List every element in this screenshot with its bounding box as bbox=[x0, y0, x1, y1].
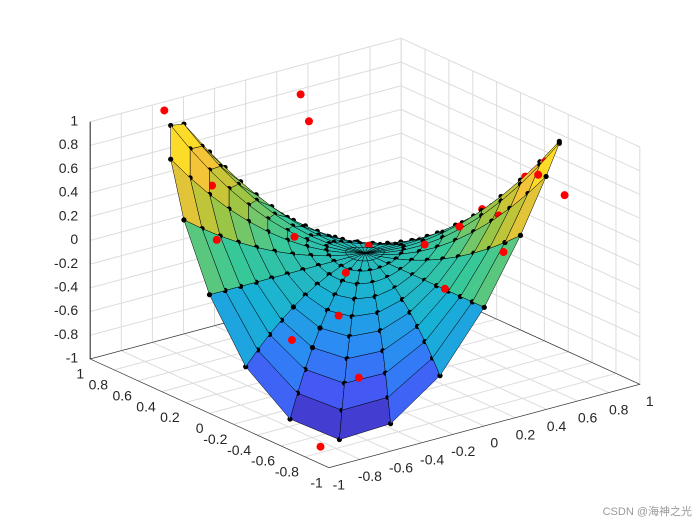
y-tick-label: 0 bbox=[196, 420, 204, 436]
scatter-point bbox=[455, 222, 464, 231]
x-tick-label: 0.2 bbox=[516, 426, 536, 442]
x-tick-label: -0.8 bbox=[358, 468, 382, 484]
surface-marker bbox=[309, 345, 316, 351]
surface-marker bbox=[481, 304, 487, 310]
grid-line bbox=[304, 372, 617, 458]
surface-patch bbox=[354, 282, 376, 300]
surface-marker bbox=[517, 232, 524, 238]
scatter-point bbox=[334, 311, 343, 320]
scatter-point bbox=[290, 232, 299, 241]
x-tick-label: 0 bbox=[490, 435, 498, 451]
surface-marker bbox=[290, 304, 297, 310]
scatter-point bbox=[287, 336, 296, 345]
scatter-point bbox=[354, 373, 363, 382]
z-tick-label: -0.4 bbox=[54, 279, 78, 295]
z-tick-label: -0.8 bbox=[54, 326, 78, 342]
z-tick-label: 0 bbox=[70, 231, 78, 247]
z-tick-label: -1 bbox=[66, 350, 79, 366]
scatter-point bbox=[296, 90, 305, 99]
z-tick-label: 0.4 bbox=[59, 184, 79, 200]
y-tick-label: 0.4 bbox=[136, 398, 156, 414]
grid-line bbox=[400, 109, 641, 219]
y-tick-label: 1 bbox=[76, 366, 84, 382]
surface-marker bbox=[168, 156, 174, 162]
z-tick-label: -0.6 bbox=[54, 302, 78, 318]
surface-marker bbox=[181, 217, 187, 223]
grid-line bbox=[400, 85, 641, 195]
scatter-point bbox=[316, 442, 325, 451]
y-tick-label: -0.6 bbox=[251, 453, 275, 469]
grid-line bbox=[400, 61, 641, 172]
surface-marker bbox=[317, 325, 323, 331]
scatter-point bbox=[208, 181, 217, 190]
watermark: CSDN @海神之光 bbox=[603, 504, 692, 518]
z-tick-label: 1 bbox=[70, 112, 78, 128]
y-tick-label: 0.6 bbox=[112, 387, 132, 403]
scatter-point bbox=[341, 268, 350, 277]
x-tick-label: 0.6 bbox=[578, 410, 598, 426]
grid-line bbox=[90, 109, 402, 194]
y-tick-label: -0.2 bbox=[203, 431, 227, 447]
x-tick-label: -1 bbox=[333, 476, 346, 492]
y-tick-label: 0.8 bbox=[89, 377, 109, 393]
scatter-point bbox=[534, 170, 543, 179]
y-tick-label: -0.4 bbox=[227, 442, 251, 458]
x-tick-label: 1 bbox=[646, 393, 654, 409]
scatter-point bbox=[160, 106, 169, 115]
y-tick-label: -0.8 bbox=[275, 464, 299, 480]
grid-line bbox=[400, 203, 641, 314]
grid-line bbox=[90, 61, 402, 146]
surface-marker bbox=[543, 173, 549, 180]
y-tick-label: 0.2 bbox=[160, 409, 180, 425]
x-tick-label: -0.2 bbox=[451, 443, 475, 459]
scatter-point bbox=[499, 248, 508, 257]
z-tick-label: -0.2 bbox=[54, 255, 78, 271]
x-tick-label: 0.4 bbox=[547, 418, 567, 434]
scatter-point bbox=[304, 117, 313, 126]
grid-line bbox=[400, 37, 641, 148]
scatter-point bbox=[212, 235, 221, 244]
grid-line bbox=[90, 85, 402, 170]
grid-line bbox=[90, 37, 402, 123]
surface-marker bbox=[206, 292, 213, 298]
x-tick-label: -0.4 bbox=[420, 451, 444, 467]
z-tick-label: 0.8 bbox=[59, 136, 79, 152]
scatter-point bbox=[440, 284, 449, 293]
x-tick-label: 0.8 bbox=[609, 401, 629, 417]
scatter-point bbox=[560, 191, 569, 200]
grid-line bbox=[90, 132, 402, 218]
x-tick-label: -0.6 bbox=[389, 460, 413, 476]
scatter-point bbox=[420, 240, 429, 249]
z-tick-label: 0.6 bbox=[59, 160, 79, 176]
y-tick-label: -1 bbox=[310, 474, 323, 490]
z-tick-label: 0.2 bbox=[59, 207, 79, 223]
